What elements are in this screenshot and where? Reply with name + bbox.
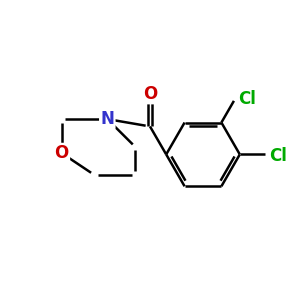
Text: N: N — [100, 110, 114, 128]
Text: O: O — [55, 144, 69, 162]
Text: Cl: Cl — [238, 90, 256, 108]
Text: Cl: Cl — [269, 147, 287, 165]
Text: O: O — [143, 85, 157, 103]
